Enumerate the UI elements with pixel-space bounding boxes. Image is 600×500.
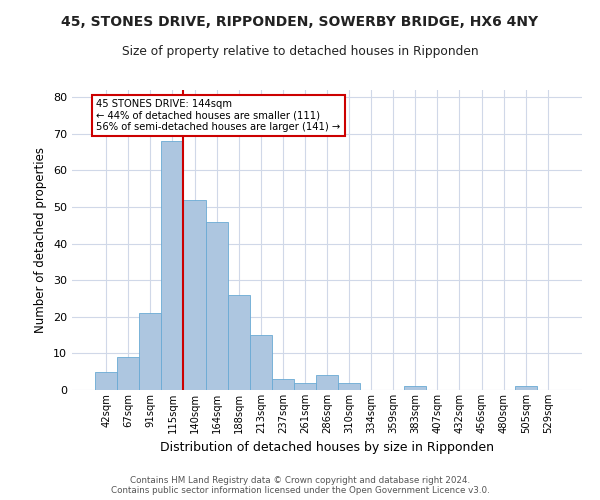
- Bar: [161, 141, 184, 390]
- Bar: [139, 313, 161, 390]
- Bar: [294, 382, 316, 390]
- Bar: [515, 386, 537, 390]
- Text: Size of property relative to detached houses in Ripponden: Size of property relative to detached ho…: [122, 45, 478, 58]
- X-axis label: Distribution of detached houses by size in Ripponden: Distribution of detached houses by size …: [160, 442, 494, 454]
- Bar: [184, 200, 206, 390]
- Bar: [95, 372, 117, 390]
- Text: 45, STONES DRIVE, RIPPONDEN, SOWERBY BRIDGE, HX6 4NY: 45, STONES DRIVE, RIPPONDEN, SOWERBY BRI…: [61, 15, 539, 29]
- Y-axis label: Number of detached properties: Number of detached properties: [34, 147, 47, 333]
- Text: 45 STONES DRIVE: 144sqm
← 44% of detached houses are smaller (111)
56% of semi-d: 45 STONES DRIVE: 144sqm ← 44% of detache…: [96, 99, 341, 132]
- Bar: [272, 379, 294, 390]
- Bar: [206, 222, 227, 390]
- Text: Contains HM Land Registry data © Crown copyright and database right 2024.
Contai: Contains HM Land Registry data © Crown c…: [110, 476, 490, 495]
- Bar: [250, 335, 272, 390]
- Bar: [316, 376, 338, 390]
- Bar: [227, 295, 250, 390]
- Bar: [404, 386, 427, 390]
- Bar: [117, 357, 139, 390]
- Bar: [338, 382, 360, 390]
